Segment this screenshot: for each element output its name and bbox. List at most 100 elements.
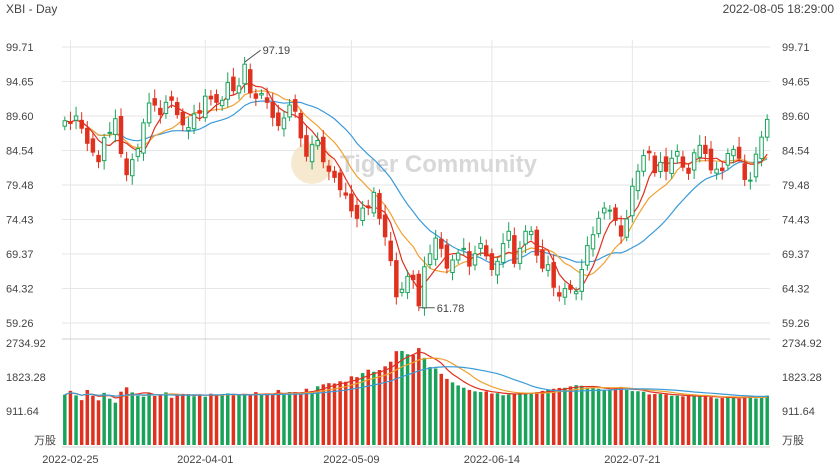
volume-bar bbox=[647, 394, 651, 445]
volume-bar bbox=[79, 400, 84, 445]
candle bbox=[517, 247, 523, 264]
volume-bar bbox=[484, 391, 488, 445]
grid bbox=[62, 40, 770, 448]
candle bbox=[79, 119, 84, 129]
volume-bar bbox=[332, 383, 337, 445]
volume-bar bbox=[754, 398, 758, 445]
volume-bar bbox=[686, 395, 691, 445]
volume-bar bbox=[400, 350, 404, 445]
volume-bar bbox=[254, 392, 258, 445]
callout-leader-line bbox=[244, 49, 261, 63]
volume-bar bbox=[338, 381, 342, 445]
candle bbox=[495, 260, 500, 276]
left-price-tick-label: 69.37 bbox=[6, 249, 34, 261]
volume-ma20-line bbox=[64, 366, 768, 398]
volume-bar bbox=[675, 395, 680, 445]
candle bbox=[416, 273, 422, 307]
volume-bars bbox=[63, 348, 769, 445]
volume-bar bbox=[192, 396, 196, 445]
date-tick-label: 2022-02-25 bbox=[42, 454, 98, 466]
candle bbox=[73, 115, 79, 121]
candle bbox=[169, 96, 174, 101]
volume-bar bbox=[152, 395, 157, 445]
candle bbox=[562, 288, 568, 298]
candle bbox=[557, 292, 562, 297]
volume-bar bbox=[591, 387, 595, 445]
candle bbox=[573, 290, 579, 295]
ma20-line bbox=[64, 100, 768, 266]
candle bbox=[343, 192, 349, 196]
candle bbox=[163, 101, 169, 115]
volume-bar bbox=[765, 395, 769, 445]
volume-bar bbox=[748, 396, 753, 445]
volume-ma10-line bbox=[64, 357, 768, 399]
candle bbox=[141, 122, 146, 154]
right-price-tick-label: 74.43 bbox=[782, 214, 810, 226]
volume-bar bbox=[619, 386, 623, 445]
volume-bar bbox=[585, 387, 590, 445]
volume-bar bbox=[411, 355, 415, 445]
date-tick-label: 2022-07-21 bbox=[604, 454, 660, 466]
max-price-label: 97.19 bbox=[263, 45, 291, 57]
volume-bar bbox=[321, 384, 326, 445]
volume-bar bbox=[293, 392, 297, 445]
volume-bar bbox=[467, 389, 472, 445]
candle bbox=[292, 99, 298, 112]
left-price-tick-label: 79.48 bbox=[6, 180, 34, 192]
candle bbox=[85, 127, 90, 144]
right-price-tick-label: 89.60 bbox=[782, 111, 810, 123]
ma10-line bbox=[64, 90, 768, 277]
candle bbox=[455, 252, 461, 261]
volume-unit-label-left: 万股 bbox=[34, 434, 56, 447]
volume-bar bbox=[220, 394, 224, 445]
candle bbox=[579, 269, 585, 292]
candle bbox=[663, 156, 669, 172]
volume-bar bbox=[242, 394, 247, 445]
candle bbox=[208, 95, 214, 100]
candle bbox=[349, 193, 354, 212]
candle bbox=[540, 249, 545, 269]
volume-bar bbox=[119, 391, 123, 445]
volume-bar bbox=[315, 386, 320, 445]
right-volume-tick-label: 911.64 bbox=[782, 406, 815, 418]
volume-average-lines bbox=[64, 351, 768, 399]
candle bbox=[113, 118, 118, 136]
ma5-line bbox=[64, 82, 768, 292]
candle bbox=[630, 185, 635, 217]
volume-bar bbox=[377, 369, 382, 445]
volume-bar bbox=[136, 395, 140, 445]
candle bbox=[731, 148, 736, 157]
volume-bar bbox=[417, 348, 421, 445]
volume-bar bbox=[546, 389, 550, 445]
right-price-tick-label: 99.71 bbox=[782, 42, 810, 54]
volume-bar bbox=[282, 394, 286, 445]
volume-bar bbox=[310, 391, 314, 445]
volume-bar bbox=[226, 393, 230, 445]
candle bbox=[321, 136, 326, 163]
volume-bar bbox=[608, 389, 612, 445]
left-price-tick-label: 74.43 bbox=[6, 214, 34, 226]
candle bbox=[354, 204, 360, 219]
candle bbox=[135, 148, 141, 157]
volume-bar bbox=[259, 394, 264, 445]
volume-bar bbox=[613, 388, 618, 445]
candle bbox=[489, 253, 495, 271]
volume-bar bbox=[529, 392, 533, 445]
volume-bar bbox=[698, 396, 702, 445]
volume-bar bbox=[551, 388, 556, 445]
date-tick-label: 2022-06-14 bbox=[464, 454, 520, 466]
volume-bar bbox=[742, 396, 747, 445]
volume-bar bbox=[653, 394, 657, 445]
volume-bar bbox=[518, 392, 522, 445]
candle bbox=[365, 205, 371, 208]
candle bbox=[225, 82, 231, 100]
candle bbox=[276, 112, 281, 127]
candle bbox=[703, 144, 708, 155]
candle bbox=[433, 237, 438, 260]
volume-bar bbox=[181, 393, 185, 445]
volume-bar bbox=[433, 368, 438, 445]
volume-bar bbox=[540, 390, 545, 445]
volume-bar bbox=[641, 391, 646, 445]
candle bbox=[152, 98, 157, 106]
candle bbox=[315, 140, 320, 147]
